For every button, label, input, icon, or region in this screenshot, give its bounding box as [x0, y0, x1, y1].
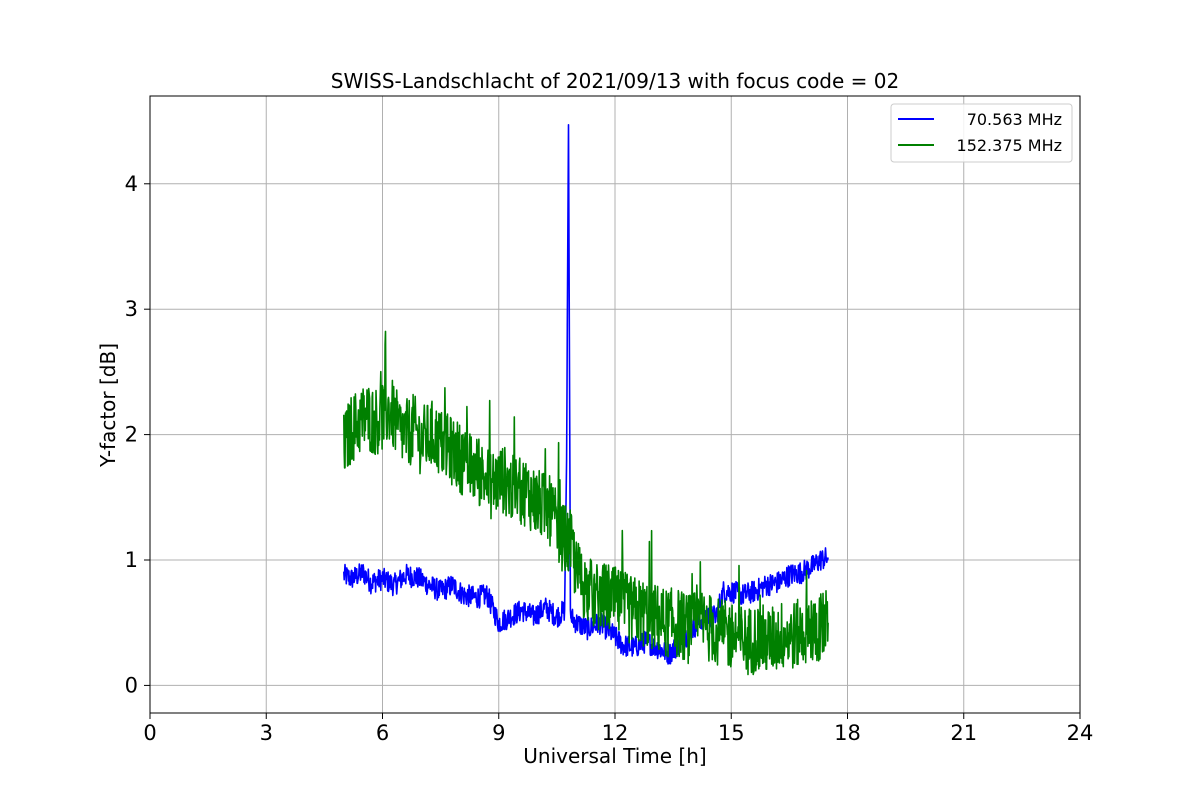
x-tick-label: 24: [1067, 721, 1094, 745]
y-tick-label: 4: [125, 172, 138, 196]
x-tick-label: 18: [834, 721, 861, 745]
x-tick-label: 6: [376, 721, 389, 745]
chart-title: SWISS-Landschlacht of 2021/09/13 with fo…: [331, 69, 899, 93]
series-layer: [343, 124, 829, 676]
x-tick-label: 3: [260, 721, 273, 745]
x-tick-label: 0: [143, 721, 156, 745]
legend: 70.563 MHz 152.375 MHz: [890, 103, 1073, 163]
y-tick-label: 3: [125, 297, 138, 321]
x-tick-label: 21: [950, 721, 977, 745]
legend-label-1: 152.375 MHz: [957, 136, 1062, 155]
x-axis-label: Universal Time [h]: [523, 744, 706, 768]
y-tick-label: 1: [125, 548, 138, 572]
grid: [149, 96, 1081, 713]
legend-label-0: 70.563 MHz: [967, 110, 1062, 129]
legend-box: [890, 103, 1073, 163]
series-line-0: [343, 124, 829, 665]
x-tick-label: 12: [602, 721, 629, 745]
y-tick-label: 0: [125, 673, 138, 697]
y-axis-label: Y-factor [dB]: [96, 343, 120, 468]
x-tick-label: 9: [492, 721, 505, 745]
y-tick-label: 2: [125, 423, 138, 447]
series-line-1: [343, 330, 829, 676]
x-tick-label: 15: [718, 721, 745, 745]
